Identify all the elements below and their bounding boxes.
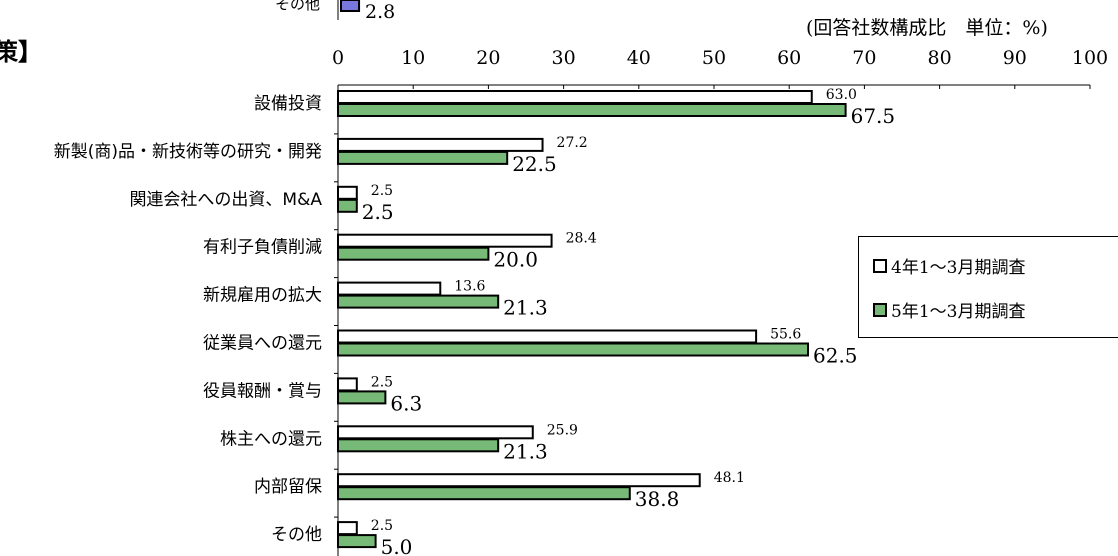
bar-series-1	[337, 473, 701, 488]
bar-series-1	[337, 137, 544, 152]
data-label-series-2: 38.8	[635, 487, 680, 511]
x-tick-label: 20	[476, 47, 500, 69]
category-label: 役員報酬・賞与	[203, 381, 322, 401]
legend-swatch-series-2	[873, 302, 887, 317]
bar-series-2	[337, 150, 509, 165]
bar-series-1	[337, 377, 358, 392]
data-label-series-1: 25.9	[547, 422, 578, 438]
bar-series-2	[337, 294, 500, 309]
bar-series-2	[337, 390, 387, 405]
data-label-series-2: 22.5	[512, 152, 557, 176]
data-label-series-1: 2.5	[371, 518, 393, 534]
category-label: 株主への還元	[220, 429, 322, 449]
fragment-value-label: 2.8	[365, 1, 395, 23]
x-tick-label: 30	[552, 47, 576, 69]
category-label: その他	[271, 525, 322, 545]
data-label-series-2: 21.3	[503, 439, 548, 463]
category-label: 関連会社への出資、M&A	[129, 190, 322, 210]
bar-series-2	[337, 198, 358, 213]
bar-series-1	[337, 521, 358, 536]
x-tick-label: 100	[1072, 47, 1108, 69]
data-label-series-2: 2.5	[362, 200, 394, 224]
category-label: 設備投資	[254, 94, 322, 114]
bar-series-1	[337, 281, 442, 296]
bar-series-2	[337, 534, 377, 549]
bar-series-2	[337, 103, 847, 117]
data-label-series-2: 20.0	[493, 248, 538, 272]
category-label: 従業員への還元	[203, 334, 322, 354]
x-tick-label: 90	[1003, 47, 1027, 69]
legend-label-series-1: 4年1～3月期調査	[891, 258, 1026, 278]
category-label: 内部留保	[254, 477, 322, 497]
category-label: 有利子負債削減	[203, 238, 322, 258]
bar-series-1	[337, 185, 358, 200]
data-label-series-2: 6.3	[390, 391, 422, 415]
data-label-series-1: 2.5	[371, 374, 393, 390]
fragment-category-label: その他	[275, 0, 320, 13]
bar-series-2	[337, 438, 500, 453]
bar-series-2	[337, 246, 490, 261]
category-label: 新製(商)品・新技術等の研究・開発	[54, 142, 322, 162]
bar-series-2	[337, 486, 631, 501]
data-label-series-1: 27.2	[557, 135, 588, 151]
fragment-bar	[340, 0, 361, 12]
legend: 4年1～3月期調査 5年1～3月期調査	[858, 236, 1118, 338]
unit-note: (回答社数構成比 単位：%)	[806, 17, 1048, 39]
legend-swatch-series-1	[873, 258, 887, 273]
data-label-series-2: 5.0	[381, 535, 413, 556]
bar-series-2	[337, 342, 809, 357]
x-tick-label: 80	[928, 47, 952, 69]
section-heading-fragment: 策】	[0, 37, 42, 66]
category-label: 新規雇用の拡大	[203, 286, 322, 306]
data-label-series-2: 62.5	[813, 344, 858, 368]
x-tick-label: 0	[332, 47, 344, 69]
bar-series-1	[337, 329, 758, 344]
data-label-series-1: 55.6	[770, 327, 801, 343]
bar-series-1	[337, 233, 553, 248]
x-tick-label: 50	[702, 47, 726, 69]
data-label-series-1: 28.4	[566, 231, 597, 247]
bar-series-1	[337, 425, 534, 440]
data-label-series-1: 13.6	[454, 279, 485, 295]
x-tick-label: 40	[627, 47, 651, 69]
data-label-series-2: 21.3	[503, 296, 548, 320]
data-label-series-1: 2.5	[371, 183, 393, 199]
bar-series-1	[337, 90, 813, 104]
data-label-series-1: 63.0	[826, 87, 857, 103]
data-label-series-1: 48.1	[714, 470, 745, 486]
data-label-series-2: 67.5	[851, 104, 896, 128]
x-tick-label: 10	[401, 47, 425, 69]
x-tick-label: 70	[852, 47, 876, 69]
x-tick-label: 60	[777, 47, 801, 69]
legend-item-series-1: 4年1～3月期調査	[873, 253, 1025, 278]
legend-item-series-2: 5年1～3月期調査	[873, 297, 1025, 322]
legend-label-series-2: 5年1～3月期調査	[891, 302, 1026, 322]
